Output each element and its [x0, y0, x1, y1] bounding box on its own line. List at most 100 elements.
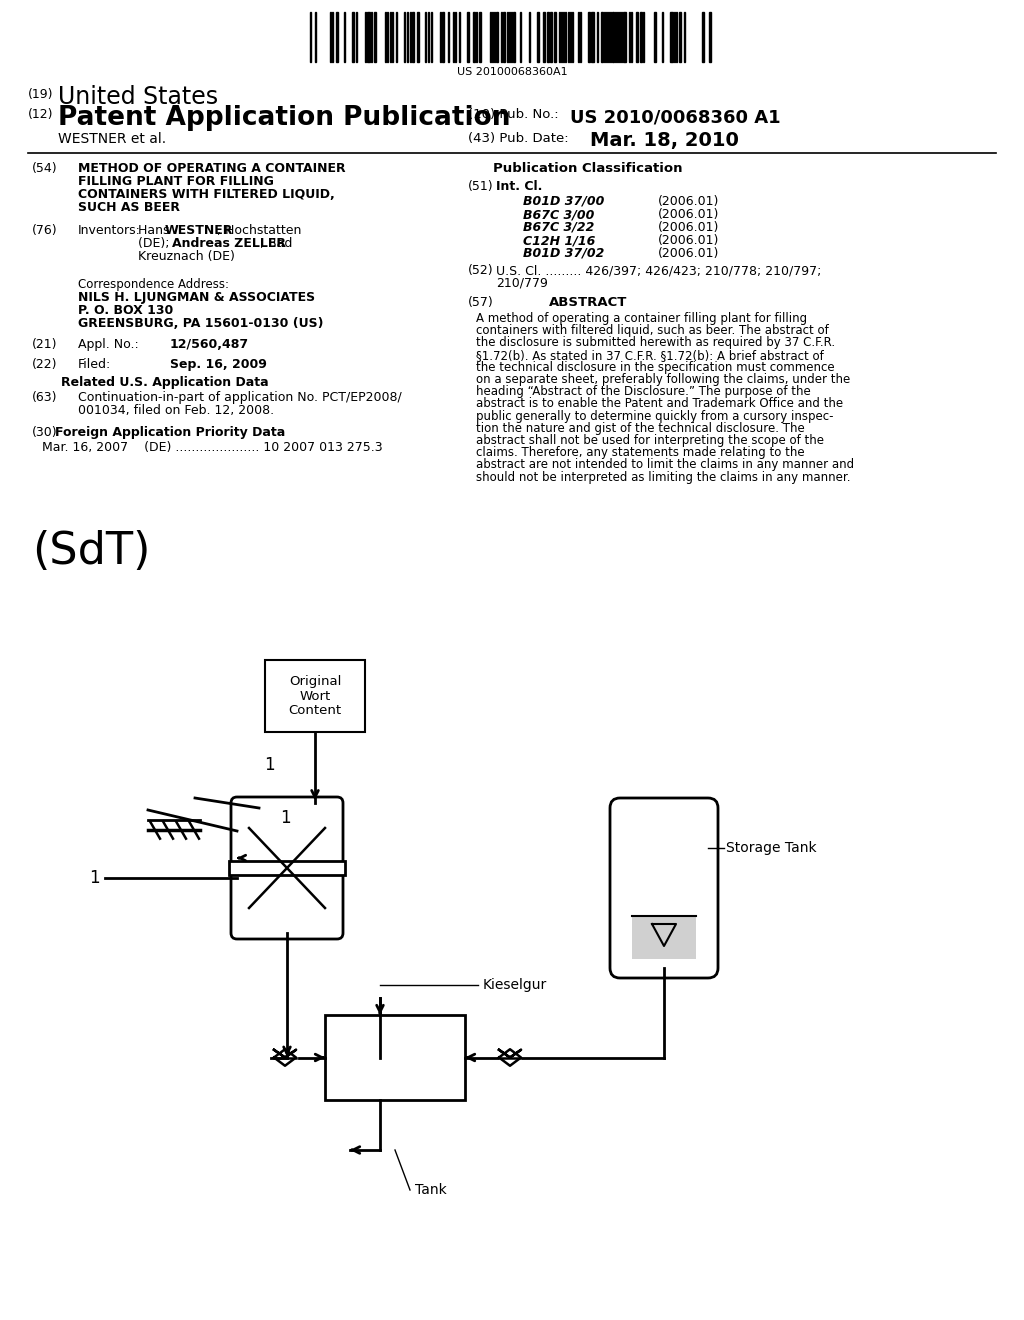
Text: (2006.01): (2006.01): [658, 209, 720, 220]
Text: (63): (63): [32, 391, 57, 404]
Text: heading “Abstract of the Disclosure.” The purpose of the: heading “Abstract of the Disclosure.” Th…: [476, 385, 811, 399]
Text: Storage Tank: Storage Tank: [726, 841, 816, 855]
Text: CONTAINERS WITH FILTERED LIQUID,: CONTAINERS WITH FILTERED LIQUID,: [78, 187, 335, 201]
Text: Original
Wort
Content: Original Wort Content: [289, 675, 342, 718]
Bar: [623, 12, 626, 62]
Bar: [467, 12, 469, 62]
Text: B67C 3/00: B67C 3/00: [523, 209, 594, 220]
Text: FILLING PLANT FOR FILLING: FILLING PLANT FOR FILLING: [78, 176, 273, 187]
Text: abstract is to enable the Patent and Trademark Office and the: abstract is to enable the Patent and Tra…: [476, 397, 843, 411]
Text: (10) Pub. No.:: (10) Pub. No.:: [468, 108, 559, 121]
Text: GREENSBURG, PA 15601-0130 (US): GREENSBURG, PA 15601-0130 (US): [78, 317, 324, 330]
Bar: [229, 861, 345, 875]
Text: ABSTRACT: ABSTRACT: [549, 296, 627, 309]
Bar: [709, 12, 711, 62]
Text: §1.72(b). As stated in 37 C.F.R. §1.72(b): A brief abstract of: §1.72(b). As stated in 37 C.F.R. §1.72(b…: [476, 348, 823, 362]
Bar: [479, 12, 481, 62]
Text: (51): (51): [468, 180, 494, 193]
Text: WESTNER: WESTNER: [165, 224, 233, 238]
Bar: [325, 1015, 465, 1100]
Text: should not be interpreted as limiting the claims in any manner.: should not be interpreted as limiting th…: [476, 471, 851, 483]
Bar: [496, 12, 498, 62]
Text: US 20100068360A1: US 20100068360A1: [457, 67, 567, 77]
Text: Mar. 16, 2007    (DE) ..................... 10 2007 013 275.3: Mar. 16, 2007 (DE) .....................…: [42, 441, 383, 454]
Text: (2006.01): (2006.01): [658, 220, 720, 234]
Text: , Bad: , Bad: [260, 238, 293, 249]
Text: 1: 1: [89, 869, 100, 887]
Text: 1: 1: [280, 809, 291, 828]
Text: 12/560,487: 12/560,487: [170, 338, 249, 351]
Text: (76): (76): [32, 224, 57, 238]
Text: (22): (22): [32, 358, 57, 371]
Bar: [367, 12, 370, 62]
Bar: [336, 12, 338, 62]
Text: 210/779: 210/779: [496, 277, 548, 290]
Text: (12): (12): [28, 108, 53, 121]
Text: Related U.S. Application Data: Related U.S. Application Data: [61, 376, 269, 389]
Text: (SdT): (SdT): [32, 531, 151, 573]
Text: (43) Pub. Date:: (43) Pub. Date:: [468, 132, 568, 145]
Bar: [442, 12, 444, 62]
Bar: [632, 917, 696, 960]
Bar: [265, 660, 365, 733]
Text: C12H 1/16: C12H 1/16: [523, 234, 595, 247]
Bar: [473, 12, 475, 62]
Text: Andreas ZELLER: Andreas ZELLER: [172, 238, 286, 249]
Text: Int. Cl.: Int. Cl.: [496, 180, 543, 193]
Text: Mar. 18, 2010: Mar. 18, 2010: [590, 131, 739, 150]
Text: 001034, filed on Feb. 12, 2008.: 001034, filed on Feb. 12, 2008.: [78, 404, 274, 417]
Text: (DE);: (DE);: [138, 238, 173, 249]
Text: (30): (30): [32, 426, 57, 440]
Text: (21): (21): [32, 338, 57, 351]
Text: Kreuznach (DE): Kreuznach (DE): [138, 249, 234, 263]
Text: (19): (19): [28, 88, 53, 102]
Bar: [417, 12, 419, 62]
Bar: [640, 12, 642, 62]
Text: US 2010/0068360 A1: US 2010/0068360 A1: [570, 108, 780, 125]
Bar: [702, 12, 705, 62]
Text: Foreign Application Priority Data: Foreign Application Priority Data: [55, 426, 285, 440]
Text: (2006.01): (2006.01): [658, 247, 720, 260]
FancyBboxPatch shape: [231, 797, 343, 939]
Text: (2006.01): (2006.01): [658, 234, 720, 247]
Text: Continuation-in-part of application No. PCT/EP2008/: Continuation-in-part of application No. …: [78, 391, 401, 404]
Text: A method of operating a container filling plant for filling: A method of operating a container fillin…: [476, 312, 807, 325]
Text: P. O. BOX 130: P. O. BOX 130: [78, 304, 173, 317]
Bar: [679, 12, 681, 62]
Text: Hans: Hans: [138, 224, 173, 238]
Text: B01D 37/02: B01D 37/02: [523, 247, 604, 260]
Text: Appl. No.:: Appl. No.:: [78, 338, 138, 351]
Bar: [503, 12, 505, 62]
Bar: [588, 12, 590, 62]
Text: 1: 1: [264, 756, 274, 774]
Text: Kieselgur: Kieselgur: [483, 978, 547, 993]
Text: WESTNER et al.: WESTNER et al.: [58, 132, 166, 147]
Text: the disclosure is submitted herewith as required by 37 C.F.R.: the disclosure is submitted herewith as …: [476, 337, 836, 350]
Bar: [612, 12, 614, 62]
Bar: [550, 12, 552, 62]
Text: Patent Application Publication: Patent Application Publication: [58, 106, 511, 131]
Bar: [547, 12, 549, 62]
Text: tion the nature and gist of the technical disclosure. The: tion the nature and gist of the technica…: [476, 422, 805, 434]
Text: B67C 3/22: B67C 3/22: [523, 220, 594, 234]
Text: public generally to determine quickly from a cursory inspec-: public generally to determine quickly fr…: [476, 409, 834, 422]
Bar: [601, 12, 603, 62]
Text: U.S. Cl. ......... 426/397; 426/423; 210/778; 210/797;: U.S. Cl. ......... 426/397; 426/423; 210…: [496, 264, 821, 277]
Text: SUCH AS BEER: SUCH AS BEER: [78, 201, 180, 214]
Text: abstract are not intended to limit the claims in any manner and: abstract are not intended to limit the c…: [476, 458, 854, 471]
Text: Publication Classification: Publication Classification: [494, 162, 683, 176]
Bar: [554, 12, 556, 62]
Text: (57): (57): [468, 296, 494, 309]
Bar: [591, 12, 594, 62]
Text: Sep. 16, 2009: Sep. 16, 2009: [170, 358, 267, 371]
Bar: [513, 12, 515, 62]
Text: abstract shall not be used for interpreting the scope of the: abstract shall not be used for interpret…: [476, 434, 824, 447]
Text: Filed:: Filed:: [78, 358, 112, 371]
Text: on a separate sheet, preferably following the claims, under the: on a separate sheet, preferably followin…: [476, 374, 850, 385]
Text: METHOD OF OPERATING A CONTAINER: METHOD OF OPERATING A CONTAINER: [78, 162, 346, 176]
Text: (54): (54): [32, 162, 57, 176]
Text: Tank: Tank: [415, 1183, 446, 1197]
Bar: [670, 12, 673, 62]
Bar: [636, 12, 638, 62]
Text: containers with filtered liquid, such as beer. The abstract of: containers with filtered liquid, such as…: [476, 325, 828, 337]
